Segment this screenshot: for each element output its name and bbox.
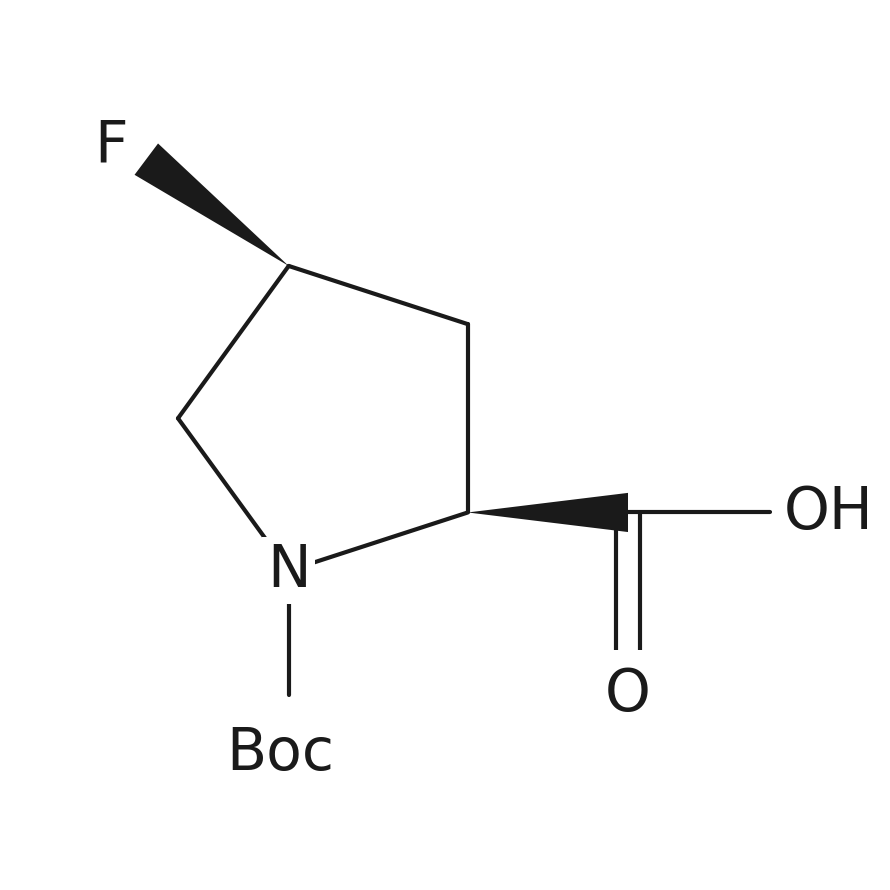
Polygon shape [468,493,628,532]
Text: N: N [267,542,311,599]
Text: OH: OH [783,484,873,541]
Text: F: F [93,117,127,174]
Text: O: O [605,667,651,724]
Text: Boc: Boc [226,724,334,781]
Polygon shape [134,143,288,266]
